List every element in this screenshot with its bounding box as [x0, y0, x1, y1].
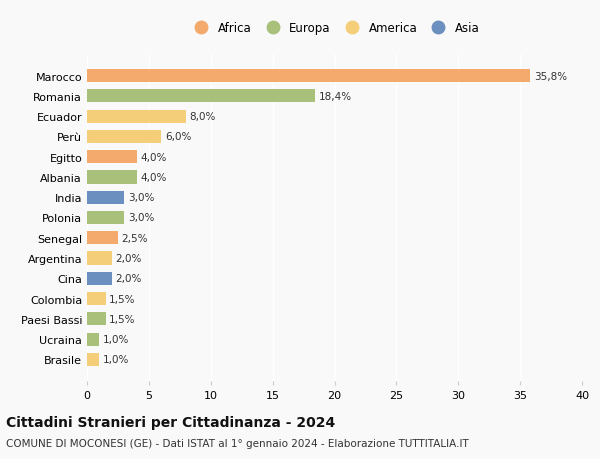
Text: 4,0%: 4,0% [140, 173, 167, 183]
Text: 1,5%: 1,5% [109, 314, 136, 324]
Text: 35,8%: 35,8% [534, 72, 567, 81]
Text: 6,0%: 6,0% [165, 132, 191, 142]
Text: 8,0%: 8,0% [190, 112, 216, 122]
Text: 3,0%: 3,0% [128, 213, 154, 223]
Bar [87, 130, 161, 144]
Bar [87, 110, 186, 123]
Text: 1,5%: 1,5% [109, 294, 136, 304]
Bar [87, 212, 124, 224]
Text: 2,0%: 2,0% [115, 253, 142, 263]
Text: Cittadini Stranieri per Cittadinanza - 2024: Cittadini Stranieri per Cittadinanza - 2… [6, 415, 335, 429]
Bar [87, 313, 106, 326]
Text: 3,0%: 3,0% [128, 193, 154, 203]
Bar [87, 252, 112, 265]
Bar [87, 292, 106, 306]
Text: 1,0%: 1,0% [103, 355, 130, 364]
Text: 1,0%: 1,0% [103, 334, 130, 344]
Legend: Africa, Europa, America, Asia: Africa, Europa, America, Asia [189, 22, 480, 35]
Bar [87, 191, 124, 204]
Bar [87, 90, 314, 103]
Bar [87, 70, 530, 83]
Bar [87, 333, 100, 346]
Bar [87, 272, 112, 285]
Text: 4,0%: 4,0% [140, 152, 167, 162]
Text: COMUNE DI MOCONESI (GE) - Dati ISTAT al 1° gennaio 2024 - Elaborazione TUTTITALI: COMUNE DI MOCONESI (GE) - Dati ISTAT al … [6, 438, 469, 448]
Bar [87, 232, 118, 245]
Text: 18,4%: 18,4% [319, 92, 352, 102]
Bar [87, 151, 137, 164]
Bar [87, 353, 100, 366]
Text: 2,5%: 2,5% [122, 233, 148, 243]
Text: 2,0%: 2,0% [115, 274, 142, 284]
Bar [87, 171, 137, 184]
